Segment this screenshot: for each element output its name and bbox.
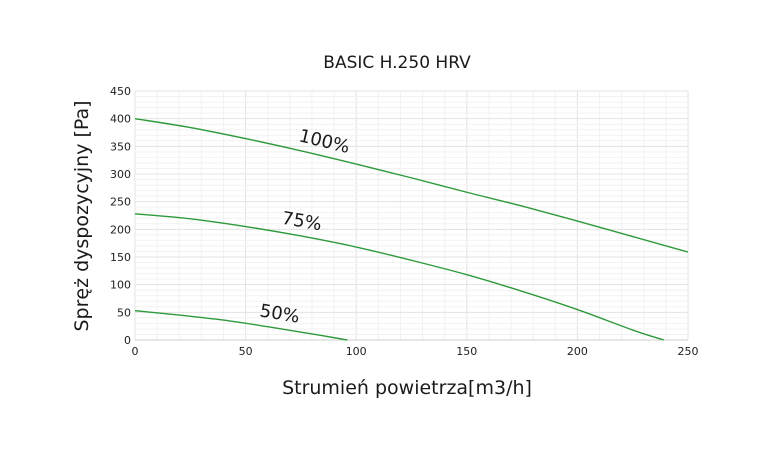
x-tick-label: 0 xyxy=(132,345,139,358)
x-tick-label: 200 xyxy=(567,345,588,358)
y-tick-label: 150 xyxy=(110,251,131,264)
series-line xyxy=(134,309,348,341)
series-labels: 100%75%50% xyxy=(258,126,352,328)
y-tick-label: 250 xyxy=(110,196,131,209)
series-lines xyxy=(134,117,689,341)
chart-title: BASIC H.250 HRV xyxy=(323,53,471,73)
series-label: 75% xyxy=(280,208,323,235)
y-tick-label: 200 xyxy=(110,223,131,236)
grid xyxy=(134,90,689,341)
y-tick-label: 350 xyxy=(110,140,131,153)
y-tick-label: 450 xyxy=(110,85,131,98)
y-tick-label: 50 xyxy=(117,306,131,319)
y-axis-label: Spręż dyspozycyjny [Pa] xyxy=(71,100,93,331)
x-tick-label: 150 xyxy=(456,345,477,358)
x-tick-label: 50 xyxy=(239,345,253,358)
x-tick-label: 100 xyxy=(346,345,367,358)
x-tick-labels: 0 50 100 150 200 250 xyxy=(132,345,699,358)
x-tick-label: 250 xyxy=(678,345,699,358)
y-tick-labels: 0 50 100 150 200 250 300 350 400 450 xyxy=(110,85,131,347)
series-label: 100% xyxy=(297,126,352,158)
x-axis-label: Strumień powietrza[m3/h] xyxy=(282,377,532,399)
y-tick-label: 300 xyxy=(110,168,131,181)
series-line xyxy=(134,117,689,253)
y-tick-label: 400 xyxy=(110,113,131,126)
series-line xyxy=(134,213,664,341)
y-tick-label: 0 xyxy=(124,334,131,347)
y-tick-label: 100 xyxy=(110,279,131,292)
